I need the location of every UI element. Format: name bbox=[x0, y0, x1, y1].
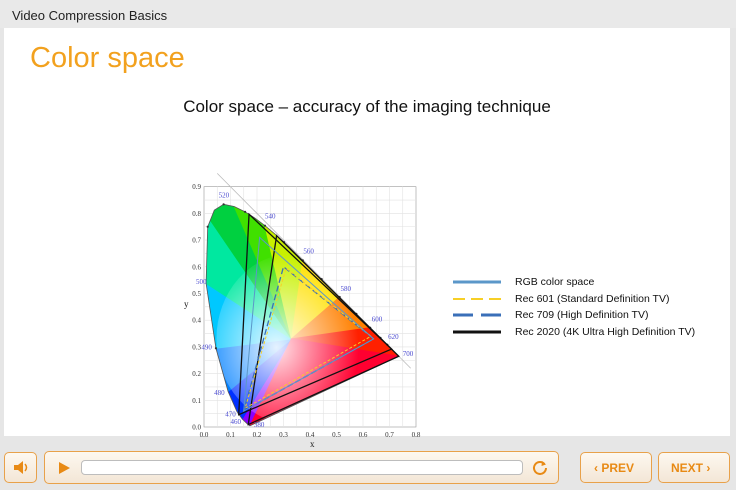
wavelength-label: 470 bbox=[225, 410, 236, 418]
x-tick-label: 0.3 bbox=[279, 431, 288, 439]
legend-label: RGB color space bbox=[515, 276, 595, 288]
y-tick-label: 0.4 bbox=[192, 317, 201, 325]
legend-label: Rec 601 (Standard Definition TV) bbox=[515, 292, 670, 305]
legend-label: Rec 709 (High Definition TV) bbox=[515, 309, 649, 321]
wavelength-label: 460 bbox=[231, 418, 242, 426]
wavelength-tick bbox=[206, 225, 209, 228]
prev-button[interactable]: ‹ PREV bbox=[580, 452, 652, 483]
window-title: Video Compression Basics bbox=[12, 8, 168, 23]
wavelength-label: 560 bbox=[303, 247, 314, 255]
player-controls: ‹ PREV NEXT › bbox=[0, 446, 736, 490]
x-tick-label: 0.0 bbox=[200, 431, 209, 439]
y-tick-label: 0.0 bbox=[192, 424, 201, 432]
wavelength-tick bbox=[243, 210, 247, 213]
gamut-triangle-rec709 bbox=[242, 265, 375, 413]
next-button[interactable]: NEXT › bbox=[658, 452, 730, 483]
play-icon[interactable] bbox=[57, 461, 71, 475]
x-tick-label: 0.6 bbox=[359, 431, 368, 439]
x-tick-label: 0.5 bbox=[332, 431, 341, 439]
y-tick-label: 0.8 bbox=[192, 210, 201, 218]
gamut-triangle-rec2020 bbox=[238, 212, 393, 416]
gamut-triangles bbox=[238, 212, 400, 426]
speaker-icon bbox=[14, 461, 28, 474]
audio-button[interactable] bbox=[4, 452, 37, 483]
gamut-triangle-rec601 bbox=[244, 267, 372, 410]
gamut-triangle-wide bbox=[247, 234, 400, 426]
legend-label: Rec 2020 (4K Ultra High Definition TV) bbox=[515, 325, 696, 338]
wavelength-label: 380 bbox=[254, 421, 265, 429]
y-tick-label: 0.2 bbox=[192, 370, 201, 378]
y-tick-label: 0.5 bbox=[192, 290, 201, 298]
cie-chromaticity-diagram: 0.0 0.1 0.2 0.3 0.4 0.5 0.6 0.7 0.8 0.0 0.1 0.2 0.3 0… bbox=[184, 173, 421, 449]
y-axis-label: y bbox=[184, 299, 189, 309]
wavelength-label: 480 bbox=[214, 389, 225, 397]
wavelength-tick bbox=[214, 347, 218, 350]
prev-label: ‹ PREV bbox=[594, 461, 635, 475]
wavelength-label: 600 bbox=[372, 316, 383, 324]
x-tick-label: 0.7 bbox=[385, 431, 394, 439]
wavelength-label: 580 bbox=[340, 285, 351, 293]
x-axis-label: x bbox=[310, 439, 315, 449]
playback-bar bbox=[44, 451, 559, 484]
title-bar: Video Compression Basics bbox=[0, 0, 736, 28]
wavelength-tick bbox=[222, 203, 225, 206]
slide-subtitle: Color space – accuracy of the imaging te… bbox=[183, 97, 551, 116]
progress-track[interactable] bbox=[81, 460, 523, 475]
wavelength-label: 540 bbox=[265, 213, 276, 221]
wavelength-label: 520 bbox=[219, 191, 230, 199]
x-tick-label: 0.4 bbox=[306, 431, 315, 439]
next-label: NEXT › bbox=[671, 461, 711, 475]
y-tick-label: 0.3 bbox=[192, 343, 201, 351]
replay-icon[interactable] bbox=[531, 459, 549, 477]
y-tick-label: 0.7 bbox=[192, 237, 201, 245]
wavelength-label: 500 bbox=[196, 278, 207, 286]
wavelength-label: 490 bbox=[201, 344, 212, 352]
slide-title: Color space bbox=[30, 42, 185, 74]
slide-canvas: Color space Color space – accuracy of th… bbox=[4, 28, 730, 449]
gamut-triangle-rgb bbox=[243, 236, 375, 412]
wavelength-tick bbox=[263, 224, 267, 227]
y-tick-label: 0.1 bbox=[192, 397, 201, 405]
axis-tick-labels: 0.0 0.1 0.2 0.3 0.4 0.5 0.6 0.7 0.8 0.0 0.1 0.2 0.3 0… bbox=[192, 183, 421, 439]
x-tick-label: 0.2 bbox=[253, 431, 262, 439]
y-tick-label: 0.6 bbox=[192, 263, 201, 271]
x-tick-label: 0.1 bbox=[226, 431, 235, 439]
wavelength-label: 620 bbox=[388, 333, 399, 341]
x-tick-label: 0.8 bbox=[412, 431, 421, 439]
y-tick-label: 0.9 bbox=[192, 183, 201, 191]
wavelength-label: 700 bbox=[403, 350, 414, 358]
